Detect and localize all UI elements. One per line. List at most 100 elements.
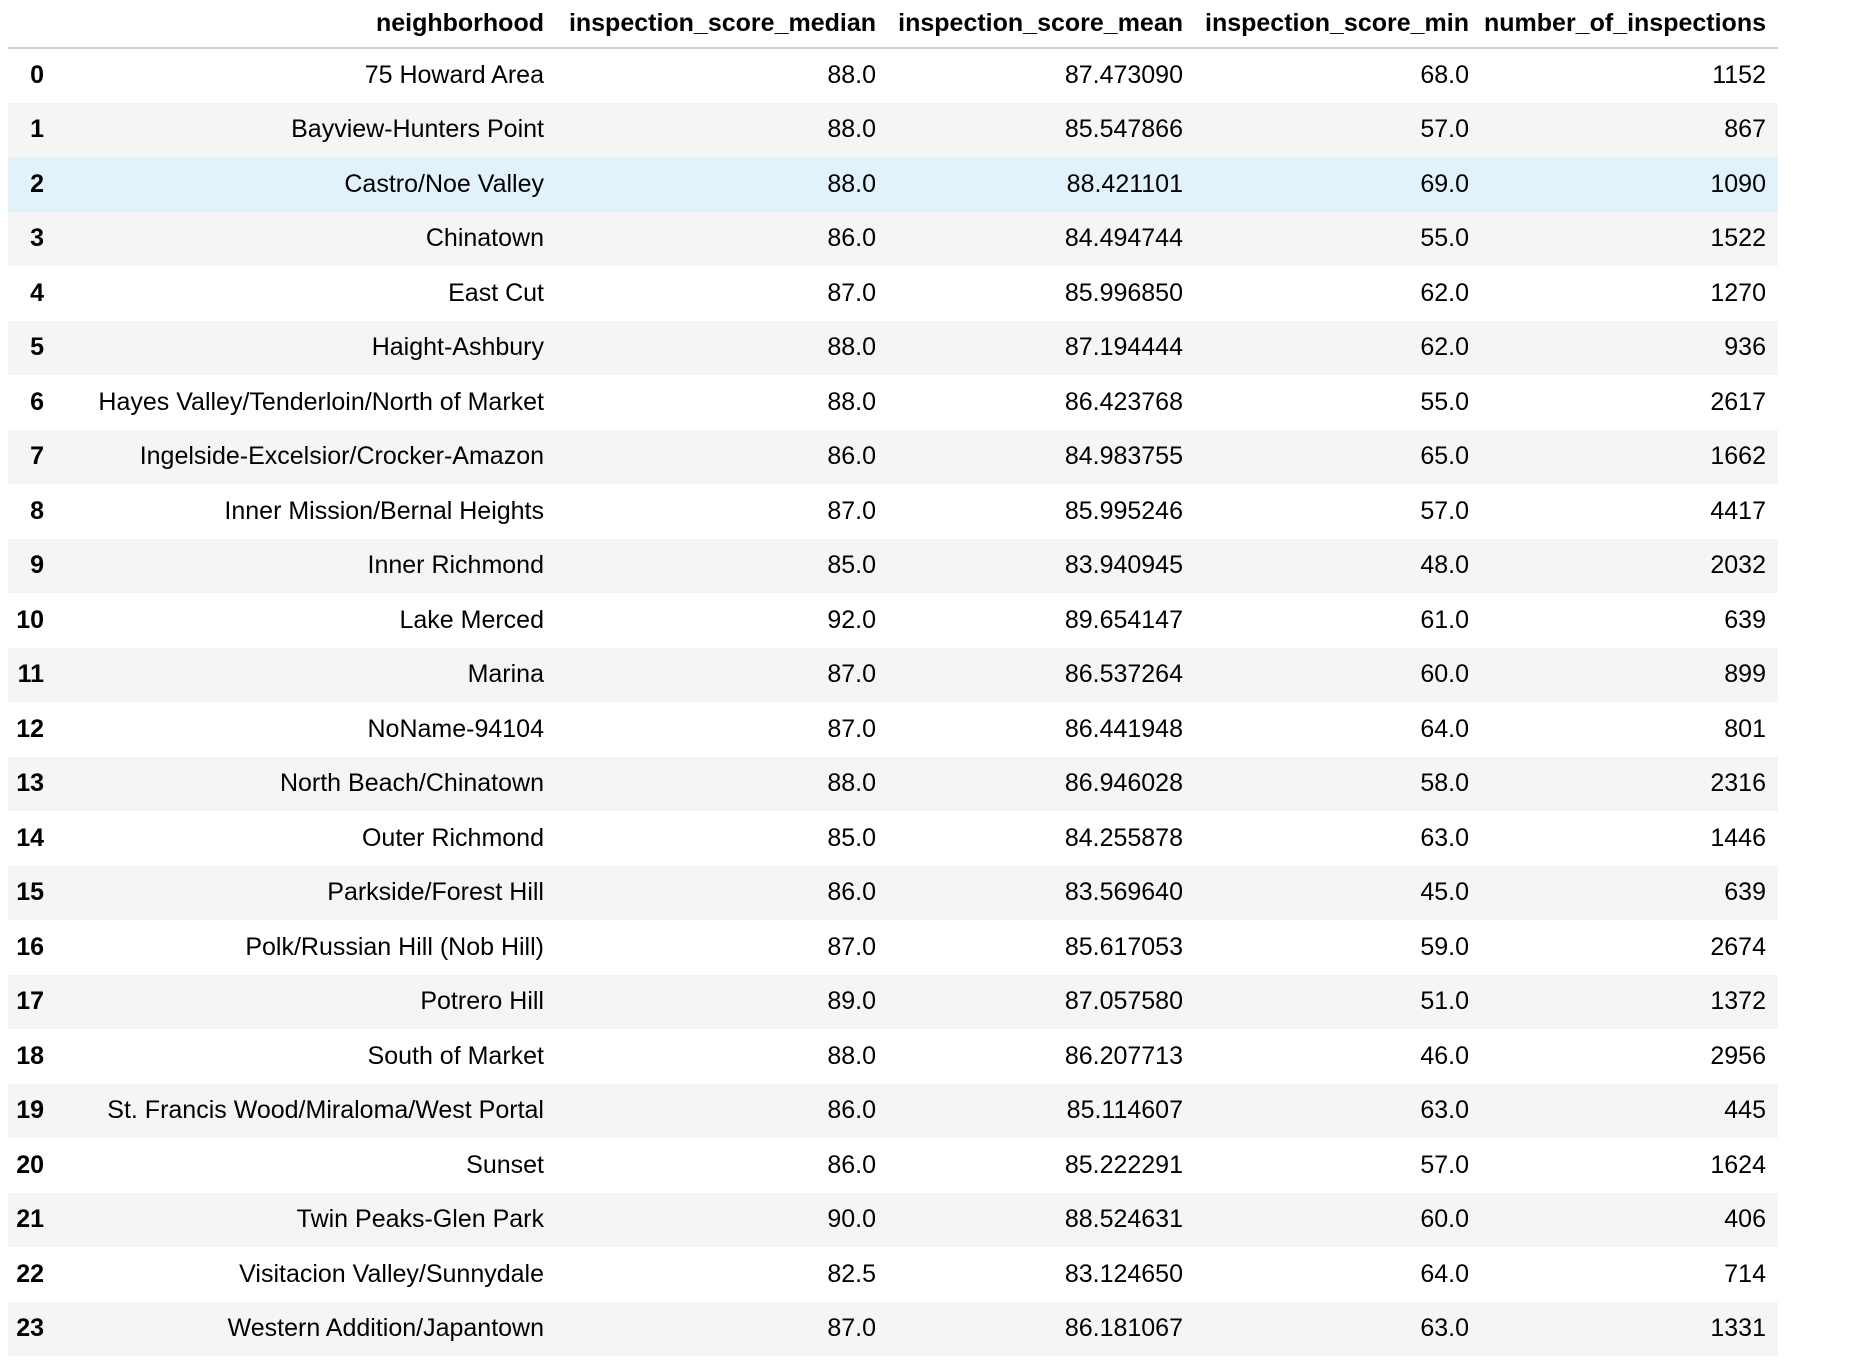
- table-row: 8 Inner Mission/Bernal Heights 87.0 85.9952…: [8, 484, 1778, 539]
- cell-neighborhood: NoName-94104: [367, 714, 545, 743]
- cell-inspection-score-median: 87.0: [827, 932, 876, 961]
- row-index: 6: [30, 387, 44, 416]
- cell-inspection-score-median: 88.0: [827, 769, 876, 798]
- cell-number-of-inspections: 1624: [1710, 1150, 1766, 1179]
- cell-inspection-score-mean: 86.441948: [1064, 714, 1183, 743]
- cell-number-of-inspections: 406: [1724, 1205, 1766, 1234]
- cell-inspection-score-min: 63.0: [1420, 1314, 1469, 1343]
- row-index: 12: [16, 714, 44, 743]
- cell-inspection-score-median: 86.0: [827, 224, 876, 253]
- cell-inspection-score-mean: 85.996850: [1064, 278, 1183, 307]
- cell-neighborhood: Inner Mission/Bernal Heights: [224, 496, 544, 525]
- table-row: 20 Sunset 86.0 85.222291 57.0 1624: [8, 1138, 1778, 1193]
- cell-inspection-score-mean: 86.423768: [1064, 387, 1183, 416]
- cell-number-of-inspections: 1446: [1710, 823, 1766, 852]
- table-row: 12 NoName-94104 87.0 86.441948 64.0 801: [8, 702, 1778, 757]
- cell-inspection-score-mean: 88.421101: [1066, 169, 1183, 198]
- cell-inspection-score-min: 45.0: [1420, 878, 1469, 907]
- cell-neighborhood: Inner Richmond: [367, 551, 544, 580]
- cell-number-of-inspections: 445: [1724, 1096, 1766, 1125]
- cell-inspection-score-mean: 86.207713: [1064, 1041, 1183, 1070]
- cell-number-of-inspections: 639: [1724, 605, 1766, 634]
- cell-number-of-inspections: 801: [1724, 714, 1766, 743]
- cell-neighborhood: Western Addition/Japantown: [227, 1314, 544, 1343]
- cell-neighborhood: Lake Merced: [399, 605, 544, 634]
- cell-number-of-inspections: 899: [1724, 660, 1766, 689]
- cell-neighborhood: Potrero Hill: [420, 987, 544, 1016]
- table-row: 19 St. Francis Wood/Miraloma/West Portal 8…: [8, 1083, 1778, 1138]
- cell-inspection-score-mean: 85.617053: [1064, 932, 1183, 961]
- table-row: 22 Visitacion Valley/Sunnydale 82.5 83.1246…: [8, 1247, 1778, 1302]
- cell-inspection-score-mean: 84.494744: [1064, 224, 1183, 253]
- cell-inspection-score-min: 48.0: [1420, 551, 1469, 580]
- cell-number-of-inspections: 714: [1724, 1259, 1766, 1288]
- cell-inspection-score-mean: 87.057580: [1064, 987, 1183, 1016]
- cell-inspection-score-min: 65.0: [1420, 442, 1469, 471]
- cell-inspection-score-median: 89.0: [827, 987, 876, 1016]
- cell-neighborhood: Haight-Ashbury: [371, 333, 544, 362]
- cell-inspection-score-mean: 88.524631: [1064, 1205, 1183, 1234]
- table-body: 0 75 Howard Area 88.0 87.473090 68.0 1152 1 Bay…: [8, 48, 1778, 1356]
- table-row: 2 Castro/Noe Valley 88.0 88.421101 69.0 1090: [8, 157, 1778, 212]
- cell-neighborhood: Polk/Russian Hill (Nob Hill): [245, 932, 544, 961]
- row-index: 21: [16, 1205, 44, 1234]
- cell-inspection-score-mean: 84.255878: [1064, 823, 1183, 852]
- column-header-neighborhood: neighborhood: [54, 0, 556, 49]
- cell-neighborhood: Twin Peaks-Glen Park: [296, 1205, 544, 1234]
- cell-inspection-score-median: 88.0: [827, 333, 876, 362]
- row-index: 4: [30, 278, 44, 307]
- cell-inspection-score-min: 46.0: [1420, 1041, 1469, 1070]
- table-row: 17 Potrero Hill 89.0 87.057580 51.0 1372: [8, 974, 1778, 1029]
- cell-inspection-score-median: 87.0: [827, 278, 876, 307]
- column-header-inspection-score-median: inspection_score_median: [556, 0, 888, 49]
- table-row: 5 Haight-Ashbury 88.0 87.194444 62.0 936: [8, 320, 1778, 375]
- cell-inspection-score-min: 57.0: [1420, 496, 1469, 525]
- cell-inspection-score-median: 85.0: [827, 823, 876, 852]
- cell-inspection-score-mean: 83.124650: [1064, 1259, 1183, 1288]
- cell-number-of-inspections: 4417: [1710, 496, 1766, 525]
- cell-inspection-score-mean: 86.181067: [1064, 1314, 1183, 1343]
- cell-number-of-inspections: 1372: [1710, 987, 1766, 1016]
- cell-neighborhood: 75 Howard Area: [364, 61, 544, 90]
- table-row: 7 Ingelside-Excelsior/Crocker-Amazon 86.0 8…: [8, 429, 1778, 484]
- table-row: 23 Western Addition/Japantown 87.0 86.18106…: [8, 1301, 1778, 1356]
- row-index: 8: [30, 496, 44, 525]
- cell-inspection-score-median: 85.0: [827, 551, 876, 580]
- cell-inspection-score-min: 60.0: [1420, 1205, 1469, 1234]
- table-row: 21 Twin Peaks-Glen Park 90.0 88.524631 60.0 4…: [8, 1192, 1778, 1247]
- dataframe-output: neighborhood inspection_score_median ins…: [8, 0, 1778, 1356]
- cell-inspection-score-min: 62.0: [1420, 333, 1469, 362]
- row-index: 13: [16, 769, 44, 798]
- cell-inspection-score-min: 69.0: [1420, 169, 1469, 198]
- header-row: neighborhood inspection_score_median ins…: [8, 0, 1778, 49]
- cell-number-of-inspections: 2617: [1710, 387, 1766, 416]
- cell-inspection-score-median: 86.0: [827, 878, 876, 907]
- row-index: 18: [16, 1041, 44, 1070]
- row-index: 23: [16, 1314, 44, 1343]
- cell-inspection-score-min: 64.0: [1420, 714, 1469, 743]
- cell-inspection-score-median: 88.0: [827, 115, 876, 144]
- cell-inspection-score-median: 88.0: [827, 169, 876, 198]
- table-row: 16 Polk/Russian Hill (Nob Hill) 87.0 85.617…: [8, 920, 1778, 975]
- cell-inspection-score-mean: 85.995246: [1064, 496, 1183, 525]
- row-index: 0: [30, 61, 44, 90]
- cell-number-of-inspections: 1090: [1710, 169, 1766, 198]
- cell-inspection-score-median: 86.0: [827, 1150, 876, 1179]
- cell-number-of-inspections: 1270: [1710, 278, 1766, 307]
- row-index: 19: [16, 1096, 44, 1125]
- table-row: 11 Marina 87.0 86.537264 60.0 899: [8, 647, 1778, 702]
- cell-inspection-score-median: 88.0: [827, 1041, 876, 1070]
- table-row: 0 75 Howard Area 88.0 87.473090 68.0 1152: [8, 48, 1778, 103]
- row-index: 7: [30, 442, 44, 471]
- cell-neighborhood: South of Market: [367, 1041, 544, 1070]
- cell-inspection-score-min: 57.0: [1420, 1150, 1469, 1179]
- cell-inspection-score-mean: 86.537264: [1064, 660, 1183, 689]
- cell-neighborhood: North Beach/Chinatown: [279, 769, 544, 798]
- cell-inspection-score-mean: 84.983755: [1064, 442, 1183, 471]
- cell-number-of-inspections: 2956: [1710, 1041, 1766, 1070]
- cell-inspection-score-min: 55.0: [1420, 387, 1469, 416]
- cell-neighborhood: Chinatown: [425, 224, 544, 253]
- cell-inspection-score-min: 61.0: [1420, 605, 1469, 634]
- cell-inspection-score-mean: 83.569640: [1064, 878, 1183, 907]
- cell-number-of-inspections: 867: [1724, 115, 1766, 144]
